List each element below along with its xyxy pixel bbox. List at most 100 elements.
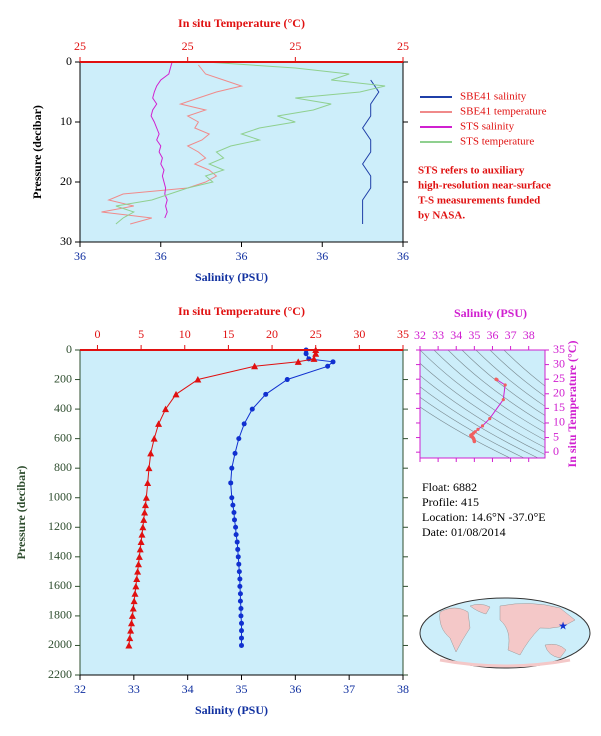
y-tick-label: 20 <box>553 386 565 400</box>
y-tick-label: 30 <box>60 234 72 248</box>
info-line: Float: 6882 <box>422 480 477 494</box>
marker <box>229 465 235 471</box>
y-axis-label: Pressure (decibar) <box>14 466 28 560</box>
x-tick-label: 34 <box>182 682 194 696</box>
info-line: Location: 14.6°N -37.0°E <box>422 510 546 524</box>
y-tick-label: 1400 <box>48 549 72 563</box>
x-tick-label: 32 <box>74 682 86 696</box>
y-tick-label: 1000 <box>48 489 72 503</box>
legend-label: STS salinity <box>460 121 515 133</box>
y-axis-label: In situ Temperature (°C) <box>565 341 579 468</box>
marker <box>128 619 136 627</box>
marker <box>239 642 244 648</box>
x-tick-label: 36 <box>155 249 167 263</box>
marker <box>144 479 152 486</box>
marker <box>137 538 145 546</box>
y-tick-label: 800 <box>54 460 72 474</box>
x2-tick-label: 25 <box>397 39 409 53</box>
marker <box>134 560 142 568</box>
marker <box>136 545 144 553</box>
density-contour <box>489 350 545 397</box>
marker <box>126 634 134 642</box>
ts-point <box>488 416 492 421</box>
marker <box>230 502 236 508</box>
marker <box>155 420 163 427</box>
x2-tick-label: 25 <box>310 327 322 341</box>
marker <box>310 355 318 362</box>
y-tick-label: 2200 <box>48 667 72 681</box>
density-contour <box>503 350 545 387</box>
marker <box>228 480 234 486</box>
x2-axis-label: In situ Temperature (°C) <box>178 304 305 318</box>
marker <box>233 524 239 530</box>
marker <box>141 501 149 509</box>
marker <box>236 569 242 575</box>
x-tick-label: 36 <box>316 249 328 263</box>
x2-tick-label: 20 <box>266 327 278 341</box>
info-line: Profile: 415 <box>422 495 479 509</box>
marker <box>294 358 302 365</box>
density-contour <box>447 350 545 425</box>
y-tick-label: 5 <box>553 429 559 443</box>
y-tick-label: 25 <box>553 371 565 385</box>
x-tick-label: 38 <box>397 682 409 696</box>
x2-tick-label: 30 <box>353 327 365 341</box>
marker <box>237 591 243 597</box>
x-tick-label: 36 <box>486 328 498 342</box>
y-tick-label: 0 <box>553 444 559 458</box>
marker <box>237 583 243 589</box>
note: by NASA. <box>418 210 465 222</box>
density-contour <box>420 396 525 458</box>
y-tick-label: 200 <box>54 371 72 385</box>
marker <box>237 576 243 582</box>
density-contour <box>420 386 539 458</box>
profile-line <box>150 61 173 219</box>
x-tick-label: 34 <box>450 328 462 342</box>
marker <box>139 523 147 531</box>
marker <box>133 575 141 582</box>
x-axis-label: Salinity (PSU) <box>454 306 527 320</box>
marker <box>251 362 259 370</box>
marker <box>325 363 331 369</box>
note: T-S measurements funded <box>418 195 540 207</box>
marker <box>231 510 237 515</box>
float-location: ★ <box>558 621 568 633</box>
marker <box>172 390 180 398</box>
x2-axis-label: In situ Temperature (°C) <box>178 16 305 30</box>
x2-tick-label: 25 <box>289 39 301 53</box>
marker <box>330 359 336 365</box>
ts-point <box>476 427 480 431</box>
y-tick-label: 1200 <box>48 519 72 533</box>
x-tick-label: 33 <box>128 682 140 696</box>
marker <box>135 553 143 560</box>
marker <box>150 435 158 442</box>
y-tick-label: 0 <box>66 54 72 68</box>
y-tick-label: 1600 <box>48 578 72 592</box>
x2-tick-label: 25 <box>182 39 194 53</box>
x-tick-label: 33 <box>432 328 444 342</box>
marker <box>238 613 244 619</box>
marker <box>234 539 240 545</box>
ts-point <box>503 383 507 387</box>
marker <box>235 546 241 552</box>
marker <box>233 532 239 538</box>
plot-area <box>420 350 545 458</box>
x-tick-label: 37 <box>505 328 517 342</box>
marker <box>239 628 244 634</box>
x2-tick-label: 35 <box>397 327 409 341</box>
y-tick-label: 35 <box>553 342 565 356</box>
profile-line <box>101 64 244 225</box>
y-tick-label: 10 <box>553 415 565 429</box>
x2-tick-label: 15 <box>222 327 234 341</box>
x-axis-label: Salinity (PSU) <box>195 270 268 284</box>
y-tick-label: 1800 <box>48 608 72 622</box>
marker <box>138 531 146 538</box>
profile-line <box>230 350 335 646</box>
marker <box>128 612 136 619</box>
y-tick-label: 400 <box>54 401 72 415</box>
x-tick-label: 37 <box>343 682 355 696</box>
marker <box>238 606 244 612</box>
density-contour <box>420 406 511 458</box>
note: STS refers to auxiliary <box>418 165 525 177</box>
x-axis-label: Salinity (PSU) <box>195 703 268 717</box>
